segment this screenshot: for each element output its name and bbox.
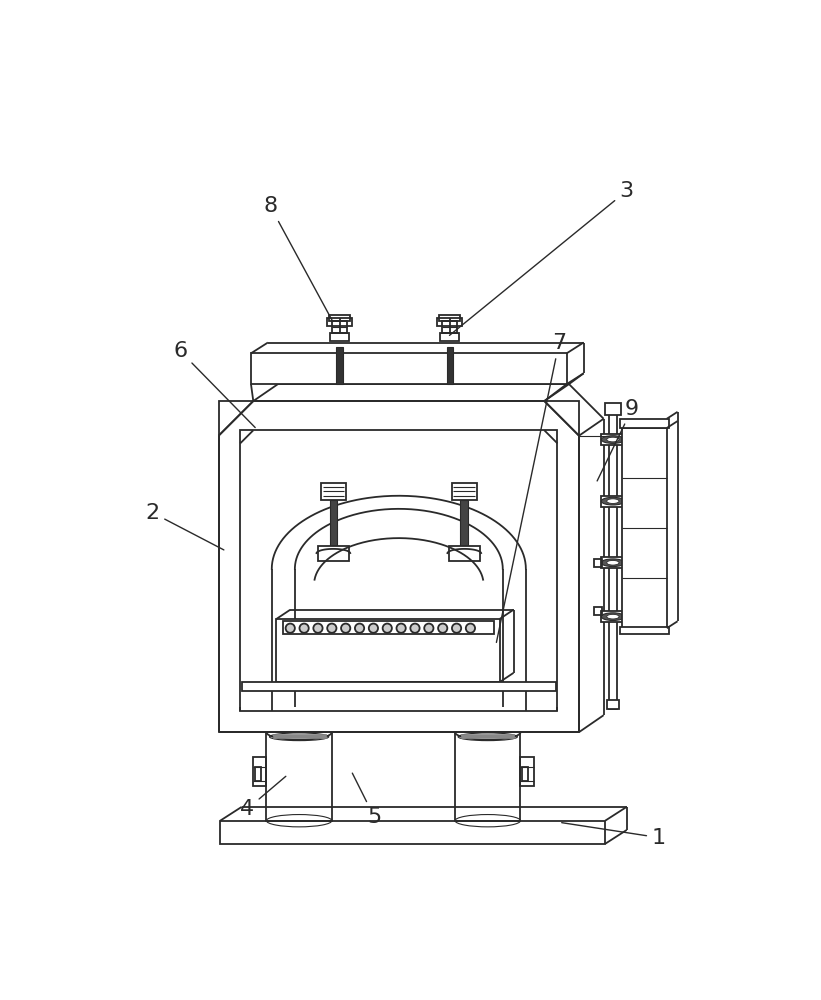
Ellipse shape — [452, 624, 461, 633]
Bar — [241, 430, 557, 711]
Text: 9: 9 — [597, 399, 640, 481]
Bar — [601, 611, 625, 622]
Ellipse shape — [438, 624, 447, 633]
Ellipse shape — [286, 624, 295, 633]
Ellipse shape — [607, 614, 619, 619]
Bar — [594, 559, 602, 567]
Ellipse shape — [601, 559, 625, 567]
Bar — [329, 500, 337, 557]
Bar — [337, 347, 342, 384]
Text: 5: 5 — [352, 773, 381, 827]
Bar — [330, 333, 349, 341]
Ellipse shape — [601, 613, 625, 620]
Bar — [438, 318, 462, 326]
Ellipse shape — [369, 624, 378, 633]
Bar — [318, 546, 349, 561]
Ellipse shape — [601, 497, 625, 505]
Ellipse shape — [314, 624, 323, 633]
Bar — [439, 315, 461, 321]
Ellipse shape — [601, 436, 625, 443]
Bar — [607, 700, 619, 709]
Bar — [620, 627, 669, 634]
Text: 1: 1 — [562, 823, 666, 848]
Ellipse shape — [607, 437, 619, 442]
Ellipse shape — [328, 624, 337, 633]
Text: 4: 4 — [240, 776, 286, 819]
Text: 3: 3 — [449, 181, 634, 335]
Bar — [594, 607, 602, 615]
Bar — [622, 428, 667, 628]
Bar — [277, 619, 500, 682]
Text: 8: 8 — [264, 196, 333, 322]
Bar — [601, 557, 625, 568]
Ellipse shape — [300, 624, 309, 633]
Text: 6: 6 — [173, 341, 255, 428]
Bar — [521, 757, 534, 786]
Bar — [321, 483, 346, 500]
Ellipse shape — [355, 624, 365, 633]
Bar — [328, 315, 351, 321]
Ellipse shape — [607, 560, 619, 565]
Bar — [328, 318, 352, 326]
Bar — [461, 500, 468, 557]
Bar — [266, 732, 332, 821]
Bar — [609, 409, 617, 709]
Ellipse shape — [341, 624, 351, 633]
Bar — [241, 682, 556, 691]
Bar — [447, 347, 452, 384]
Bar — [522, 767, 528, 781]
Bar — [251, 353, 566, 384]
Ellipse shape — [410, 624, 420, 633]
Bar — [601, 434, 625, 445]
Ellipse shape — [466, 624, 475, 633]
Bar — [461, 734, 514, 738]
Ellipse shape — [383, 624, 392, 633]
Bar — [601, 496, 625, 507]
Bar — [442, 321, 457, 333]
Text: 7: 7 — [497, 333, 566, 642]
Bar — [449, 546, 479, 561]
Bar — [273, 734, 326, 738]
Bar — [253, 757, 266, 786]
Bar — [218, 401, 579, 732]
Bar — [282, 621, 493, 634]
Bar — [255, 767, 261, 781]
Bar — [452, 483, 476, 500]
Bar — [605, 403, 621, 415]
Ellipse shape — [424, 624, 433, 633]
Bar — [440, 333, 459, 341]
Bar — [220, 821, 605, 844]
Bar — [620, 419, 669, 428]
Bar — [332, 321, 347, 333]
Ellipse shape — [397, 624, 406, 633]
Bar — [455, 732, 521, 821]
Text: 2: 2 — [145, 503, 224, 550]
Ellipse shape — [607, 499, 619, 503]
